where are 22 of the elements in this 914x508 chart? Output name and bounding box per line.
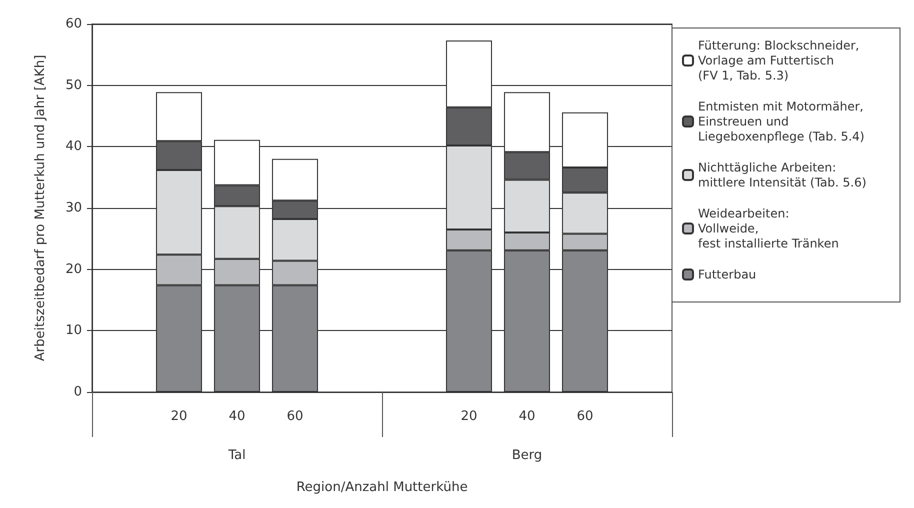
y-tick-label: 10: [65, 323, 82, 338]
legend-label: Entmisten mit Motormäher, Einstreuen und Liegeboxenpflege (Tab. 5.4): [698, 100, 864, 144]
x-tick-label: 20: [170, 409, 188, 424]
y-tick-label: 30: [65, 200, 82, 216]
x-tick-label: 40: [228, 409, 246, 424]
x-tick-label: 40: [518, 409, 536, 424]
y-axis-title: Arbeitszeitbedarf pro Mutterkuh und Jahr [AKh]: [33, 54, 48, 362]
x-tick-label: 60: [286, 409, 304, 424]
legend-label: Fütterung: Blockschneider, Vorlage am Futtertisch (FV 1, Tab. 5.3): [698, 38, 860, 82]
x-tick-label: 60: [576, 409, 594, 424]
x-axis-title: Region/Anzahl Mutterkühe: [296, 480, 468, 495]
y-tick-label: 20: [65, 262, 82, 277]
x-tick-label: 20: [460, 409, 478, 424]
legend-label: Futterbau: [698, 268, 756, 282]
legend-label: Nichttägliche Arbeiten: mittlere Intensität (Tab. 5.6): [698, 160, 866, 190]
y-tick-label: 50: [65, 78, 82, 93]
y-tick-label: 40: [65, 139, 82, 154]
y-tick-label: 0: [74, 384, 82, 400]
text: Tal: [227, 448, 246, 463]
legend-label: Weidearbeiten: Vollweide, fest installierte Tränken: [698, 206, 839, 250]
y-tick-label: 60: [65, 16, 82, 32]
text: Berg: [512, 448, 542, 463]
